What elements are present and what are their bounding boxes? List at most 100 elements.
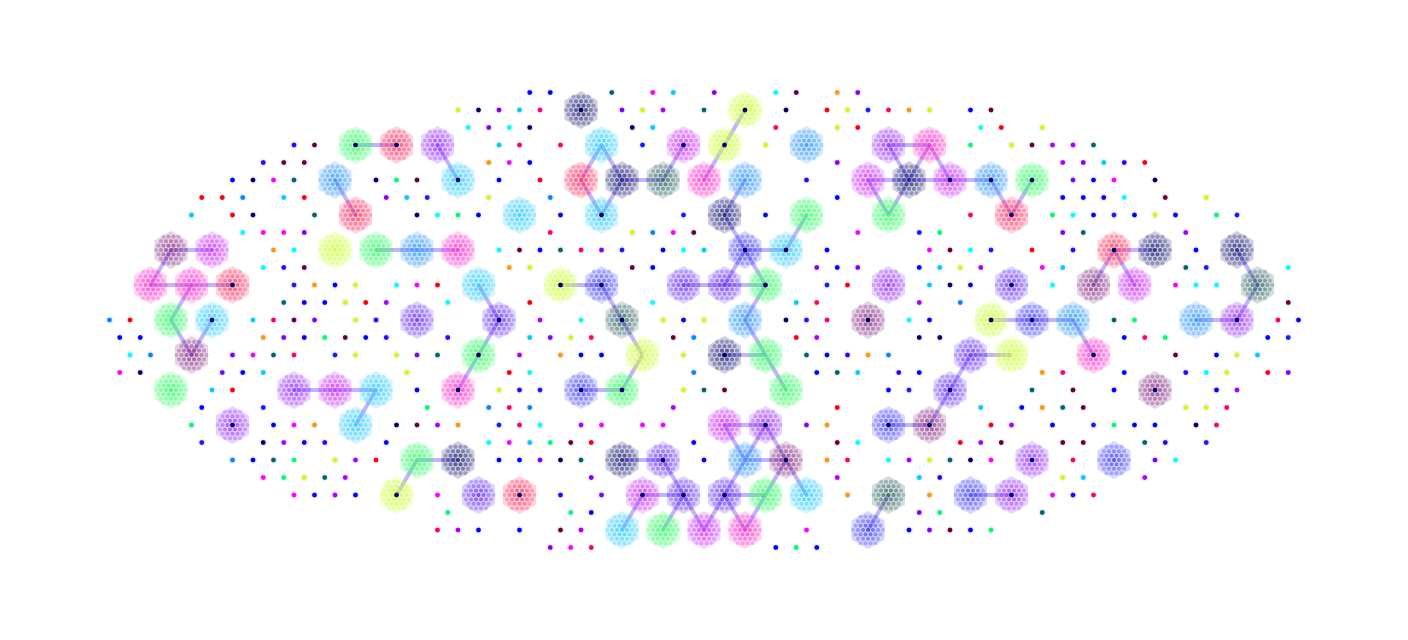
hex-cluster-dot bbox=[802, 156, 806, 161]
hex-cluster-dot bbox=[1153, 248, 1157, 252]
dot bbox=[260, 440, 266, 445]
hex-cluster-dot bbox=[1230, 248, 1234, 252]
hex-cluster-dot bbox=[341, 208, 345, 213]
hex-cluster-dot bbox=[517, 484, 522, 489]
hex-cluster-dot bbox=[1186, 322, 1191, 327]
hex-cluster-dot bbox=[614, 283, 619, 287]
hex-cluster-dot bbox=[653, 182, 658, 187]
hex-cluster-dot bbox=[335, 234, 340, 239]
hex-cluster-dot bbox=[581, 401, 586, 406]
hex-cluster-dot bbox=[338, 256, 342, 261]
hex-cluster-dot bbox=[423, 147, 427, 152]
hex-cluster-dot bbox=[1091, 283, 1096, 287]
hex-cluster-dot bbox=[576, 191, 581, 196]
hex-cluster-dot bbox=[189, 291, 194, 296]
hex-cluster-dot bbox=[448, 182, 453, 187]
hex-cluster-dot bbox=[481, 493, 486, 497]
hex-cluster-dot bbox=[773, 353, 778, 357]
hex-cluster-dot bbox=[141, 287, 145, 292]
hex-cluster-dot bbox=[750, 322, 755, 327]
hex-cluster-dot bbox=[1114, 252, 1119, 257]
hex-cluster-dot bbox=[220, 239, 224, 244]
hex-cluster-dot bbox=[774, 239, 778, 244]
hex-cluster-dot bbox=[1063, 331, 1068, 336]
hex-cluster-dot bbox=[222, 313, 227, 318]
hex-cluster bbox=[1015, 441, 1049, 479]
hex-cluster-dot bbox=[879, 138, 883, 143]
hex-cluster-dot bbox=[161, 261, 166, 266]
hex-cluster-dot bbox=[376, 252, 381, 257]
hex-cluster-dot bbox=[784, 388, 788, 392]
hex-cluster-dot bbox=[674, 287, 678, 292]
dot bbox=[906, 317, 912, 323]
hex-cluster-dot bbox=[733, 239, 737, 244]
hex-cluster-dot bbox=[1220, 248, 1224, 252]
hex-cluster-dot bbox=[1022, 182, 1027, 187]
hex-cluster-dot bbox=[520, 226, 524, 231]
hex-cluster-dot bbox=[909, 191, 914, 196]
dot bbox=[506, 370, 512, 375]
hex-cluster-dot bbox=[453, 453, 458, 458]
hex-cluster-dot bbox=[715, 129, 719, 134]
hex-cluster-dot bbox=[402, 147, 406, 152]
hex-cluster-dot bbox=[164, 388, 168, 392]
hex-cluster-dot bbox=[771, 348, 775, 353]
hex-cluster-dot bbox=[474, 339, 478, 344]
hex-cluster-dot bbox=[1012, 217, 1016, 222]
hex-cluster-dot bbox=[333, 186, 337, 191]
hex-cluster-dot bbox=[1099, 278, 1103, 283]
hex-cluster-dot bbox=[612, 453, 617, 458]
hex-cluster-dot bbox=[453, 173, 458, 178]
hex-cluster-dot bbox=[779, 396, 783, 401]
hex-cluster-dot bbox=[1258, 296, 1262, 301]
hex-cluster-dot bbox=[797, 226, 801, 231]
hex-cluster-dot bbox=[176, 252, 181, 257]
dot bbox=[424, 405, 430, 410]
hex-cluster-dot bbox=[505, 208, 509, 213]
dot bbox=[1152, 212, 1158, 218]
hex-cluster-dot bbox=[325, 261, 330, 266]
hex-cluster-dot bbox=[343, 431, 348, 436]
dot bbox=[1050, 492, 1055, 498]
hex-cluster-dot bbox=[720, 208, 724, 213]
hex-cluster-dot bbox=[1037, 313, 1042, 318]
hex-cluster-dot bbox=[781, 453, 786, 458]
hex-cluster-dot bbox=[720, 427, 724, 432]
hex-cluster-dot bbox=[753, 283, 758, 287]
hex-cluster-dot bbox=[1101, 361, 1106, 366]
dot bbox=[230, 177, 235, 183]
dot bbox=[435, 527, 440, 533]
dot bbox=[496, 387, 502, 393]
hex-cluster-dot bbox=[171, 322, 176, 327]
hex-cluster-dot bbox=[425, 326, 429, 331]
hex-cluster-dot bbox=[743, 239, 747, 244]
hex-cluster-dot bbox=[443, 243, 448, 248]
hex-cluster-dot bbox=[576, 173, 581, 178]
dot bbox=[896, 370, 902, 375]
hex-cluster-dot bbox=[1042, 453, 1047, 458]
hex-cluster-dot bbox=[589, 213, 594, 217]
hex-cluster-dot bbox=[978, 361, 983, 366]
hex-cluster-dot bbox=[200, 318, 204, 322]
hex-cluster-dot bbox=[179, 309, 183, 314]
hex-cluster-dot bbox=[712, 274, 717, 279]
hex-cluster-dot bbox=[1032, 444, 1037, 449]
hex-cluster-center bbox=[1029, 457, 1035, 463]
dot bbox=[1019, 405, 1025, 410]
hex-cluster-dot bbox=[161, 287, 165, 292]
hex-cluster-dot bbox=[620, 186, 624, 191]
hex-cluster-dot bbox=[343, 388, 347, 392]
hex-cluster-dot bbox=[361, 436, 365, 441]
hex-cluster-dot bbox=[932, 134, 937, 139]
hex-cluster-dot bbox=[466, 466, 470, 471]
hex-cluster-dot bbox=[154, 388, 158, 392]
hex-cluster-dot bbox=[594, 283, 599, 287]
hex-cluster bbox=[707, 336, 742, 374]
hex-cluster-dot bbox=[1124, 453, 1129, 458]
dot bbox=[1152, 422, 1158, 428]
hex-cluster-dot bbox=[607, 182, 612, 187]
hex-cluster-dot bbox=[717, 143, 722, 147]
hex-cluster-dot bbox=[884, 199, 888, 204]
hex-cluster-dot bbox=[878, 182, 883, 187]
hex-cluster-dot bbox=[753, 239, 757, 244]
